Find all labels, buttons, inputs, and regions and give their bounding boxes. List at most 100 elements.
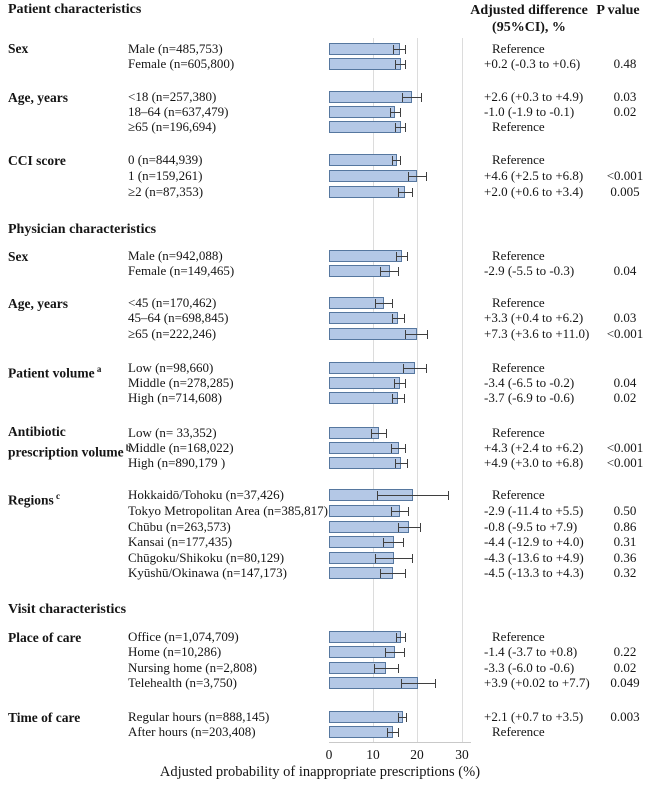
diff-value: Reference — [492, 295, 545, 310]
gridline — [417, 38, 418, 742]
row-label: Telehealth (n=3,750) — [128, 675, 237, 690]
error-bar — [396, 637, 406, 638]
error-bar — [392, 160, 401, 161]
group-label: Antibiotic prescription volume b — [8, 424, 131, 460]
diff-value: -1.4 (-3.7 to +0.8) — [484, 644, 578, 659]
bar — [329, 392, 398, 404]
error-bar — [375, 303, 393, 304]
error-bar — [398, 527, 421, 528]
error-bar-cap-right — [398, 728, 399, 737]
p-value: 0.02 — [613, 390, 637, 405]
row-label: <18 (n=257,380) — [128, 89, 217, 104]
bar — [329, 328, 417, 340]
diff-value: +4.6 (+2.5 to +6.8) — [484, 168, 584, 183]
error-bar-cap-left — [395, 60, 396, 69]
error-bar — [387, 732, 399, 733]
error-bar-cap-left — [383, 538, 384, 547]
bar — [329, 726, 393, 738]
error-bar-cap-right — [448, 491, 449, 500]
row-label: ≥65 (n=222,246) — [128, 326, 217, 341]
bar — [329, 250, 402, 262]
error-bar-cap-right — [426, 172, 427, 181]
diff-value: -2.9 (-11.4 to +5.5) — [484, 503, 584, 518]
error-bar — [377, 495, 449, 496]
bar — [329, 121, 401, 133]
p-value: <0.001 — [606, 326, 644, 341]
section-header: Patient characteristics — [8, 2, 142, 17]
x-axis-tick: 20 — [410, 747, 424, 762]
error-bar — [395, 64, 406, 65]
error-bar-cap-right — [405, 45, 406, 54]
error-bar — [408, 176, 427, 177]
p-value: 0.03 — [613, 89, 637, 104]
p-value: 0.31 — [613, 534, 637, 549]
row-label: 1 (n=159,261) — [128, 168, 203, 183]
group-label: Time of care — [8, 710, 81, 725]
p-column-header: P value — [596, 3, 640, 18]
diff-value: +3.3 (+0.4 to +6.2) — [484, 310, 584, 325]
row-label: Male (n=485,753) — [128, 41, 223, 56]
row-label: High (n=890,179 ) — [128, 455, 226, 470]
p-value: 0.04 — [613, 375, 637, 390]
x-axis-line — [329, 742, 471, 743]
p-value: 0.005 — [610, 184, 640, 199]
bar — [329, 505, 400, 517]
bar — [329, 58, 401, 70]
diff-value: Reference — [492, 724, 545, 739]
bar — [329, 442, 399, 454]
error-bar-cap-right — [407, 252, 408, 261]
row-label: Office (n=1,074,709) — [128, 629, 239, 644]
p-value: 0.32 — [613, 565, 637, 580]
diff-value: -3.7 (-6.9 to -0.6) — [484, 390, 575, 405]
diff-column-header: Adjusted difference (95%CI), % — [455, 2, 603, 36]
bar — [329, 521, 409, 533]
row-label: ≥65 (n=196,694) — [128, 119, 217, 134]
error-bar-cap-left — [392, 394, 393, 403]
row-label: <45 (n=170,462) — [128, 295, 217, 310]
p-value: 0.003 — [610, 709, 640, 724]
row-label: Regular hours (n=888,145) — [128, 709, 270, 724]
diff-value: +4.9 (+3.0 to +6.8) — [484, 455, 584, 470]
row-label: Low (n=98,660) — [128, 360, 214, 375]
error-bar-cap-right — [386, 429, 387, 438]
x-axis-tick: 0 — [325, 747, 333, 762]
p-value: 0.049 — [610, 675, 640, 690]
diff-value: -1.0 (-1.9 to -0.1) — [484, 104, 575, 119]
diff-value: +2.1 (+0.7 to +3.5) — [484, 709, 584, 724]
error-bar-cap-right — [427, 330, 428, 339]
row-label: Chūgoku/Shikoku (n=80,129) — [128, 550, 285, 565]
error-bar-cap-left — [403, 364, 404, 373]
gridline — [462, 38, 463, 742]
p-value: 0.04 — [613, 263, 637, 278]
error-bar-cap-right — [421, 93, 422, 102]
error-bar — [380, 573, 406, 574]
error-bar — [392, 398, 405, 399]
row-label: ≥2 (n=87,353) — [128, 184, 204, 199]
error-bar — [380, 271, 399, 272]
error-bar-cap-left — [396, 252, 397, 261]
diff-value: Reference — [492, 41, 545, 56]
error-bar-cap-left — [398, 523, 399, 532]
group-label: CCI score — [8, 153, 66, 168]
error-bar-cap-right — [408, 507, 409, 516]
error-bar-cap-right — [420, 523, 421, 532]
error-bar-cap-left — [408, 172, 409, 181]
diff-value: -3.4 (-6.5 to -0.2) — [484, 375, 575, 390]
error-bar-cap-right — [407, 459, 408, 468]
bar — [329, 186, 405, 198]
error-bar-cap-left — [393, 45, 394, 54]
error-bar-cap-right — [405, 633, 406, 642]
error-bar-cap-left — [380, 569, 381, 578]
error-bar — [395, 463, 408, 464]
error-bar-cap-left — [377, 491, 378, 500]
error-bar-cap-left — [371, 429, 372, 438]
error-bar-cap-left — [390, 108, 391, 117]
diff-value: +4.3 (+2.4 to +6.2) — [484, 440, 584, 455]
error-bar-cap-left — [391, 444, 392, 453]
bar — [329, 457, 401, 469]
error-bar-cap-right — [412, 554, 413, 563]
error-bar — [395, 127, 406, 128]
group-label-superscript: b — [123, 443, 131, 453]
error-bar — [385, 652, 405, 653]
